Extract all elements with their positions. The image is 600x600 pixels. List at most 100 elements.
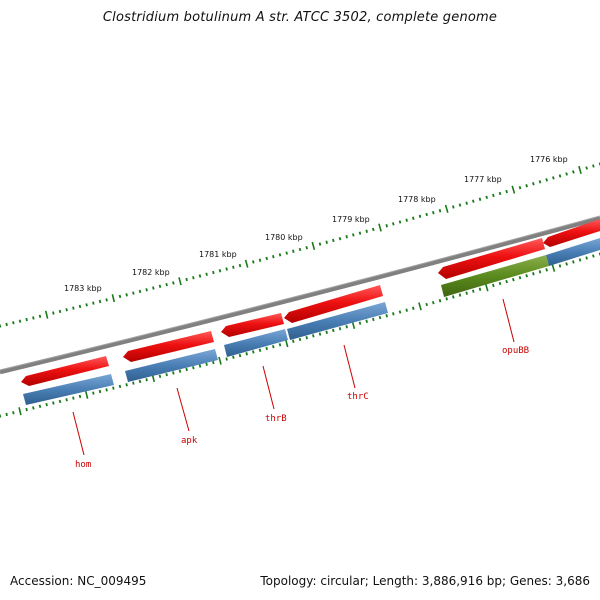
gene-label-opubb[interactable]: opuBB <box>502 346 529 356</box>
minor-tick <box>472 199 475 203</box>
genome-title: Clostridium botulinum A str. ATCC 3502, … <box>102 10 498 25</box>
minor-tick <box>518 185 522 190</box>
major-tick <box>444 204 449 213</box>
scale-label-1781: 1781 kbp <box>199 250 237 259</box>
minor-tick <box>385 314 388 318</box>
gene-arrow-blue-hom[interactable] <box>23 374 114 405</box>
minor-tick <box>318 242 322 246</box>
gene-label-hom[interactable]: hom <box>75 460 91 470</box>
minor-tick <box>118 294 122 299</box>
minor-tick <box>552 176 555 180</box>
gene-arrow-red-hom[interactable] <box>21 356 109 386</box>
minor-tick <box>538 180 542 184</box>
gene-arrow-red-thrb[interactable] <box>221 313 284 337</box>
minor-tick <box>338 326 342 331</box>
minor-tick <box>198 364 202 368</box>
gene-arrow-blue-next[interactable] <box>546 238 600 266</box>
gene-arrow-red-opubb[interactable] <box>438 238 545 279</box>
minor-tick <box>332 238 335 243</box>
minor-tick <box>378 315 382 320</box>
gene-arrow-red-next[interactable] <box>543 219 600 247</box>
leader-line-apk <box>176 387 190 432</box>
minor-tick <box>38 314 42 319</box>
minor-tick <box>152 286 155 290</box>
minor-tick <box>18 319 22 323</box>
minor-tick <box>525 184 528 188</box>
minor-tick <box>572 170 575 174</box>
minor-tick <box>485 195 488 200</box>
genome-summary-text: Topology: circular; Length: 3,886,916 bp… <box>260 574 590 588</box>
scale-labels: 1776 kbp 1777 kbp 1778 kbp 1779 kbp 1780… <box>64 155 568 293</box>
minor-tick <box>212 270 215 275</box>
minor-tick <box>158 374 162 379</box>
minor-tick <box>465 201 468 205</box>
minor-tick <box>32 406 35 410</box>
minor-tick <box>72 306 75 310</box>
minor-tick <box>285 251 288 255</box>
minor-tick <box>365 229 368 233</box>
major-tick <box>218 356 222 365</box>
minor-tick <box>445 297 448 301</box>
minor-tick <box>5 322 8 327</box>
gene-arrow-blue-thrb[interactable] <box>224 329 288 357</box>
minor-tick <box>532 272 535 276</box>
gene-arrow-red-apk[interactable] <box>123 331 214 362</box>
outer-scale-ticks <box>0 162 600 328</box>
gene-arrow-green-opubb[interactable] <box>441 255 549 297</box>
gene-arrow-blue-apk[interactable] <box>125 349 218 382</box>
minor-tick <box>98 299 102 304</box>
minor-tick <box>425 302 428 307</box>
gene-label-thrb[interactable]: thrB <box>265 414 287 424</box>
major-tick <box>111 294 116 303</box>
scale-label-1779: 1779 kbp <box>332 215 370 224</box>
minor-tick <box>132 381 135 385</box>
minor-tick <box>318 332 322 336</box>
minor-tick <box>305 335 308 340</box>
minor-tick <box>125 293 128 297</box>
minor-tick <box>498 191 502 196</box>
minor-tick <box>78 394 82 399</box>
minor-tick <box>252 350 255 354</box>
minor-tick <box>145 288 148 292</box>
gene-label-thrc[interactable]: thrC <box>347 392 369 402</box>
minor-tick <box>492 283 495 288</box>
minor-tick <box>478 197 482 201</box>
leader-line-thrb <box>262 365 275 410</box>
minor-tick <box>505 279 508 284</box>
minor-tick <box>432 210 435 215</box>
major-tick <box>551 263 556 272</box>
gene-label-apk[interactable]: apk <box>181 436 198 446</box>
outer-gene-track <box>21 219 600 386</box>
minor-tick <box>265 256 268 261</box>
minor-tick <box>198 274 202 278</box>
minor-tick <box>332 328 335 333</box>
minor-tick <box>412 306 415 310</box>
minor-tick <box>232 355 235 359</box>
minor-tick <box>125 383 128 387</box>
gene-arrow-red-thrc[interactable] <box>284 285 383 323</box>
minor-tick <box>585 256 588 260</box>
minor-tick <box>392 312 395 316</box>
minor-tick <box>252 260 255 264</box>
minor-tick <box>438 299 442 303</box>
minor-tick <box>192 366 195 370</box>
minor-tick <box>65 398 68 402</box>
minor-tick <box>345 235 348 239</box>
minor-tick <box>518 275 522 280</box>
minor-tick <box>218 269 222 273</box>
accession-text: Accession: NC_009495 <box>10 574 147 588</box>
gene-arrow-blue-thrc[interactable] <box>287 302 388 340</box>
minor-tick <box>298 247 302 252</box>
minor-tick <box>92 391 95 395</box>
minor-tick <box>138 379 142 384</box>
minor-tick <box>165 372 168 377</box>
minor-tick <box>278 343 282 347</box>
minor-tick <box>392 222 395 226</box>
minor-tick <box>585 166 588 170</box>
scale-label-1778: 1778 kbp <box>398 195 436 204</box>
major-tick <box>484 283 489 292</box>
minor-tick <box>525 274 528 278</box>
minor-tick <box>232 265 235 269</box>
gene-label-leaders <box>72 298 515 456</box>
minor-tick <box>545 268 548 272</box>
